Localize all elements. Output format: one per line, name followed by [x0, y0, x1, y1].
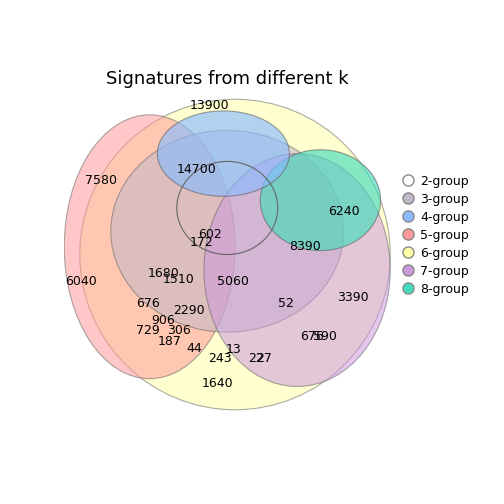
Text: 187: 187 [158, 335, 182, 348]
Text: 172: 172 [190, 236, 214, 249]
Text: 3390: 3390 [338, 291, 369, 304]
Text: 602: 602 [198, 228, 222, 241]
Ellipse shape [204, 154, 390, 387]
Text: 52: 52 [278, 296, 293, 309]
Text: 7580: 7580 [85, 174, 117, 187]
Text: 729: 729 [136, 324, 160, 337]
Ellipse shape [111, 131, 344, 332]
Text: Signatures from different k: Signatures from different k [106, 70, 349, 88]
Text: 676: 676 [300, 330, 324, 343]
Text: 2290: 2290 [173, 304, 204, 318]
Legend: 2-group, 3-group, 4-group, 5-group, 6-group, 7-group, 8-group: 2-group, 3-group, 4-group, 5-group, 6-gr… [397, 170, 474, 300]
Text: 1510: 1510 [163, 273, 195, 286]
Text: 13: 13 [225, 343, 241, 356]
Text: 5060: 5060 [217, 275, 249, 288]
Text: 22: 22 [248, 352, 264, 364]
Text: 44: 44 [186, 342, 202, 355]
Text: 906: 906 [151, 314, 175, 327]
Text: 8390: 8390 [289, 240, 321, 253]
Ellipse shape [80, 99, 390, 410]
Text: 14700: 14700 [176, 163, 216, 175]
Text: 243: 243 [208, 352, 231, 365]
Text: 590: 590 [313, 330, 337, 343]
Text: 1680: 1680 [147, 268, 179, 280]
Text: 27: 27 [256, 352, 272, 364]
Ellipse shape [157, 111, 289, 197]
Ellipse shape [260, 150, 381, 250]
Text: 1640: 1640 [202, 377, 233, 390]
Text: 306: 306 [167, 324, 191, 337]
Text: 6040: 6040 [65, 275, 96, 288]
Text: 6240: 6240 [328, 205, 359, 218]
Text: 676: 676 [136, 296, 160, 309]
Ellipse shape [65, 115, 235, 379]
Text: 13900: 13900 [190, 99, 230, 111]
